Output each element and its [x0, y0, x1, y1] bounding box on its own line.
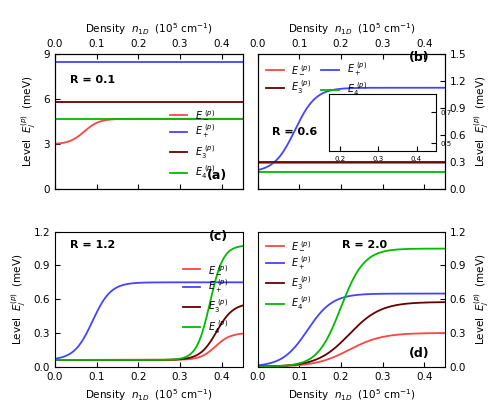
Legend: $E_-^{\ (p)}$, $E_+^{\ (p)}$, $E_3^{\ (p)}$, $E_4^{\ (p)}$: $E_-^{\ (p)}$, $E_+^{\ (p)}$, $E_3^{\ (p…: [266, 239, 312, 312]
Legend: $E_-^{\ (p)}$, $E_+^{\ (p)}$, $E_3^{\ (p)}$, $E_4^{\ (p)}$: $E_-^{\ (p)}$, $E_+^{\ (p)}$, $E_3^{\ (p…: [183, 263, 228, 336]
Text: R = 0.1: R = 0.1: [70, 75, 115, 85]
Y-axis label: Level  $E_j^{(p)}$  (meV): Level $E_j^{(p)}$ (meV): [472, 75, 490, 167]
Legend: $E_-^{\ (p)}$, $E_3^{\ (p)}$, $E_+^{\ (p)}$, $E_4^{\ (p)}$: $E_-^{\ (p)}$, $E_3^{\ (p)}$, $E_+^{\ (p…: [266, 61, 366, 98]
Text: R = 0.6: R = 0.6: [272, 126, 318, 136]
Text: R = 1.2: R = 1.2: [70, 240, 115, 250]
Text: R = 2.0: R = 2.0: [342, 240, 387, 250]
Y-axis label: Level  $E_j^{(p)}$  (meV): Level $E_j^{(p)}$ (meV): [20, 75, 38, 167]
Y-axis label: Level  $E_j^{(p)}$  (meV): Level $E_j^{(p)}$ (meV): [10, 253, 28, 345]
X-axis label: Density  $n_{1D}$  (10$^5$ cm$^{-1}$): Density $n_{1D}$ (10$^5$ cm$^{-1}$): [288, 21, 415, 37]
Legend: $E_-^{\ (p)}$, $E_+^{\ (p)}$, $E_3^{\ (p)}$, $E_4^{\ (p)}$: $E_-^{\ (p)}$, $E_+^{\ (p)}$, $E_3^{\ (p…: [170, 108, 215, 181]
X-axis label: Density  $n_{1D}$  (10$^5$ cm$^{-1}$): Density $n_{1D}$ (10$^5$ cm$^{-1}$): [85, 21, 212, 37]
X-axis label: Density  $n_{1D}$  (10$^5$ cm$^{-1}$): Density $n_{1D}$ (10$^5$ cm$^{-1}$): [85, 387, 212, 403]
Text: (c): (c): [208, 229, 228, 243]
X-axis label: Density  $n_{1D}$  (10$^5$ cm$^{-1}$): Density $n_{1D}$ (10$^5$ cm$^{-1}$): [288, 387, 415, 403]
Text: (d): (d): [410, 347, 430, 360]
Text: (b): (b): [410, 52, 430, 64]
Text: (a): (a): [208, 169, 228, 182]
Y-axis label: Level  $E_j^{(p)}$  (meV): Level $E_j^{(p)}$ (meV): [472, 253, 490, 345]
